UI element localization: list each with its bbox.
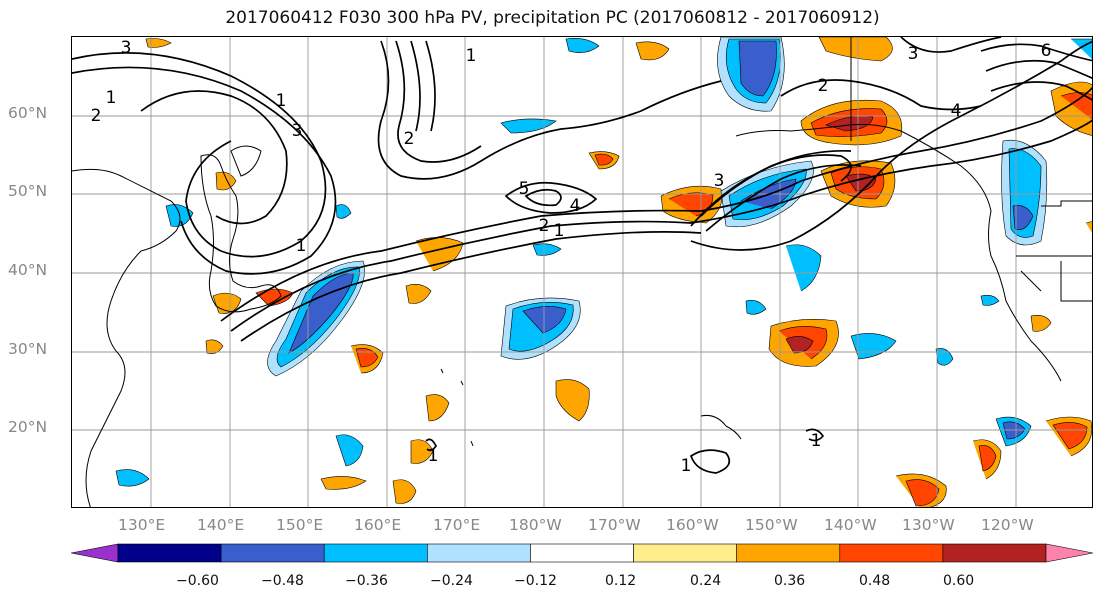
contour-label: 1 [428, 446, 439, 466]
contour-label: 3 [714, 171, 725, 191]
map-panel: 3 1 2 3 1 2 5 4 2 1 3 1 1 1 2 3 6 4 1 1 [71, 36, 1093, 508]
colorbar-segment [1045, 543, 1094, 563]
colorbar [70, 543, 1094, 563]
colorbar-tick-label: −0.36 [345, 573, 388, 589]
colorbar-tick-label: −0.60 [176, 573, 219, 589]
lat-label-60n: 60°N [8, 104, 48, 122]
contour-label: 1 [296, 236, 307, 256]
map-canvas: 3 1 2 3 1 2 5 4 2 1 3 1 1 1 2 3 6 4 1 1 [72, 37, 1092, 507]
contour-label: 1 [276, 91, 287, 111]
colorbar-segment [70, 543, 119, 563]
contour-label: 3 [292, 121, 303, 141]
contour-label: 1 [466, 46, 477, 66]
lon-label-150w: 150°W [745, 516, 798, 534]
lon-label-140w: 140°W [824, 516, 877, 534]
contour-label: 1 [554, 221, 565, 241]
contour-label: 1 [811, 431, 822, 451]
colorbar-tick-label: −0.24 [430, 573, 473, 589]
colorbar-tick-label: 0.60 [943, 573, 975, 589]
lat-label-50n: 50°N [8, 182, 48, 200]
graticule [72, 37, 1092, 507]
lon-label-170e: 170°E [433, 516, 481, 534]
colorbar-tick-label: 0.24 [690, 573, 722, 589]
lon-label-150e: 150°E [276, 516, 324, 534]
pv-contours [72, 37, 1092, 474]
colorbar-segment [220, 543, 325, 563]
contour-label: 6 [1041, 41, 1052, 61]
colorbar-segment [323, 543, 428, 563]
colorbar-tick-label: −0.12 [514, 573, 557, 589]
lon-label-160w: 160°W [666, 516, 719, 534]
contour-label: 1 [681, 456, 692, 476]
contour-label: 4 [951, 101, 962, 121]
lon-label-120w: 120°W [981, 516, 1034, 534]
contour-labels: 3 1 2 3 1 2 5 4 2 1 3 1 1 1 2 3 6 4 1 1 [91, 38, 1052, 476]
contour-label: 2 [539, 216, 550, 236]
colorbar-segment [117, 543, 222, 563]
contour-label: 2 [818, 76, 829, 96]
lon-label-170w: 170°W [588, 516, 641, 534]
contour-label: 4 [570, 196, 581, 216]
map-title: 2017060412 F030 300 hPa PV, precipitatio… [225, 8, 880, 28]
lon-label-130e: 130°E [118, 516, 166, 534]
colorbar-segment [942, 543, 1047, 563]
colorbar-segment [839, 543, 944, 563]
contour-label: 2 [91, 106, 102, 126]
lon-label-180w: 180°W [509, 516, 562, 534]
lat-label-40n: 40°N [8, 261, 48, 279]
coastlines [72, 37, 1092, 507]
colorbar-tick-label: 0.12 [605, 573, 637, 589]
colorbar-segment [427, 543, 531, 563]
contour-label: 5 [519, 179, 530, 199]
lat-label-20n: 20°N [8, 418, 48, 436]
colorbar-segment [736, 543, 841, 563]
colorbar-segment [530, 543, 634, 563]
colorbar-tick-label: −0.48 [261, 573, 304, 589]
lat-label-30n: 30°N [8, 340, 48, 358]
lon-label-130w: 130°W [902, 516, 955, 534]
colorbar-segment [633, 543, 737, 563]
contour-label: 1 [106, 88, 117, 108]
contour-label: 2 [404, 129, 415, 149]
contour-label: 3 [121, 38, 132, 58]
lon-label-160e: 160°E [354, 516, 402, 534]
contour-label: 3 [908, 44, 919, 64]
colorbar-tick-label: 0.36 [774, 573, 806, 589]
lon-label-140e: 140°E [197, 516, 245, 534]
colorbar-tick-label: 0.48 [859, 573, 891, 589]
